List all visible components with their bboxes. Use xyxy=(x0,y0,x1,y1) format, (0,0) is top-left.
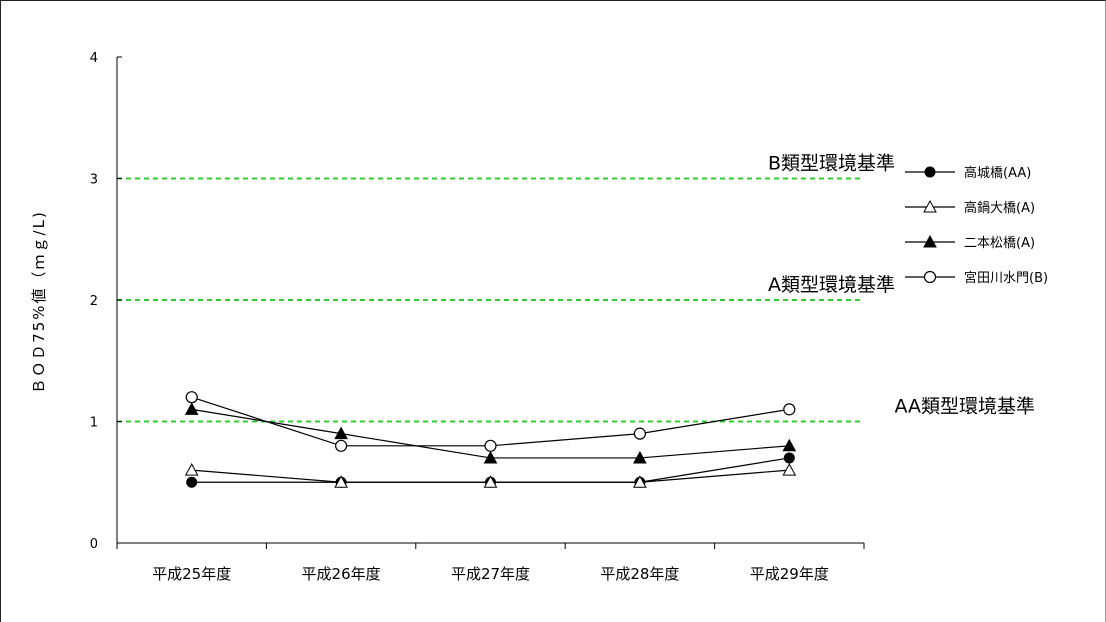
legend-item: 高鍋大橋(A) xyxy=(905,199,1035,216)
data-point xyxy=(184,402,199,415)
series-group xyxy=(184,463,797,488)
x-tick-label: 平成28年度 xyxy=(600,565,679,583)
y-tick-label: 1 xyxy=(90,416,98,431)
data-point xyxy=(335,439,348,452)
data-point xyxy=(782,438,797,452)
data-point xyxy=(633,427,647,440)
legend-item: 宮田川水門(B) xyxy=(905,270,1048,286)
data-point xyxy=(184,463,199,476)
legend-label: 高城橋(AA) xyxy=(964,165,1031,181)
series-group xyxy=(185,391,796,452)
data-point xyxy=(633,450,647,464)
y-tick-label: 0 xyxy=(90,537,98,552)
data-point xyxy=(186,476,198,488)
data-point xyxy=(782,463,797,476)
legend: 高城橋(AA) 高鍋大橋(A) 二本松橋(A) 宮田川水門(B) xyxy=(905,165,1048,286)
y-tick-label: 4 xyxy=(90,51,98,66)
y-tick-label: 3 xyxy=(90,173,98,188)
data-point xyxy=(484,439,497,452)
data-point xyxy=(483,450,498,464)
series-group xyxy=(184,402,797,464)
legend-label: 宮田川水門(B) xyxy=(964,270,1048,286)
legend-label: 高鍋大橋(A) xyxy=(964,200,1035,216)
legend-marker xyxy=(924,166,936,178)
standard-label: AA類型環境基準 xyxy=(894,396,1035,418)
x-tick-label: 平成25年度 xyxy=(152,565,231,583)
standard-label: A類型環境基準 xyxy=(768,274,895,296)
legend-marker xyxy=(923,270,937,284)
x-tick-label: 平成26年度 xyxy=(302,565,381,583)
data-point xyxy=(783,403,796,416)
x-tick-label: 平成27年度 xyxy=(451,565,530,583)
x-tick-label: 平成29年度 xyxy=(750,565,829,583)
data-point xyxy=(334,475,348,488)
standard-label: B類型環境基準 xyxy=(768,153,895,175)
legend-item: 二本松橋(A) xyxy=(905,234,1035,251)
data-point xyxy=(483,475,498,488)
data-point xyxy=(633,475,647,488)
legend-marker xyxy=(923,199,937,213)
standard-lines: B類型環境基準 A類型環境基準 AA類型環境基準 xyxy=(117,153,1035,423)
data-point xyxy=(185,391,198,404)
data-point xyxy=(334,426,348,440)
series-lines xyxy=(184,391,797,488)
legend-label: 二本松橋(A) xyxy=(964,236,1035,251)
axes: 0 1 2 3 4 平成25年度 平成26年度 平成27年度 平成28年度 平成29年度 xyxy=(90,51,865,583)
y-axis-label: ＢＯＤ75%値（ｍｇ/L) xyxy=(30,210,48,394)
legend-marker xyxy=(923,234,937,248)
legend-item: 高城橋(AA) xyxy=(905,165,1031,181)
data-point xyxy=(783,452,795,464)
y-tick-label: 2 xyxy=(90,294,98,309)
